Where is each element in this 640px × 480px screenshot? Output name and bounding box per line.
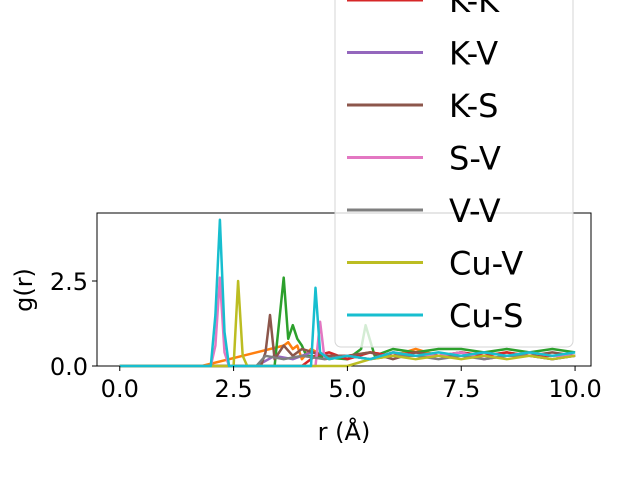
x-axis-label: r (Å) — [318, 417, 371, 446]
legend-label-k-s: K-S — [449, 87, 498, 125]
y-tick-label: 2.5 — [50, 268, 88, 296]
series-line-cu-v — [119, 279, 576, 368]
x-axis-ticks: 0.0 2.5 5.0 7.5 10.0 — [101, 366, 602, 403]
legend-label-k-k: K-K — [449, 0, 500, 20]
series-line-cu-s — [119, 218, 576, 368]
y-tick-label: 0.0 — [50, 353, 88, 381]
x-tick-label: 7.5 — [442, 375, 480, 403]
legend-label-v-v: V-V — [449, 192, 501, 230]
x-tick-label: 0.0 — [101, 375, 139, 403]
legend-label-cu-v: Cu-V — [449, 245, 523, 283]
legend: Cu-CuCu-KK-KK-VK-SS-VV-VCu-VCu-S — [334, 0, 574, 348]
x-tick-label: 10.0 — [548, 375, 601, 403]
legend-frame — [334, 0, 574, 348]
legend-label-k-v: K-V — [449, 35, 498, 73]
legend-label-cu-s: Cu-S — [449, 297, 523, 335]
y-axis-ticks: 0.0 2.5 — [50, 268, 97, 381]
y-axis-label: g(r) — [10, 268, 38, 312]
x-tick-label: 2.5 — [215, 375, 253, 403]
legend-label-s-v: S-V — [449, 140, 501, 178]
series-lines — [119, 218, 576, 368]
series-line-v-v — [119, 354, 576, 368]
x-tick-label: 5.0 — [328, 375, 366, 403]
